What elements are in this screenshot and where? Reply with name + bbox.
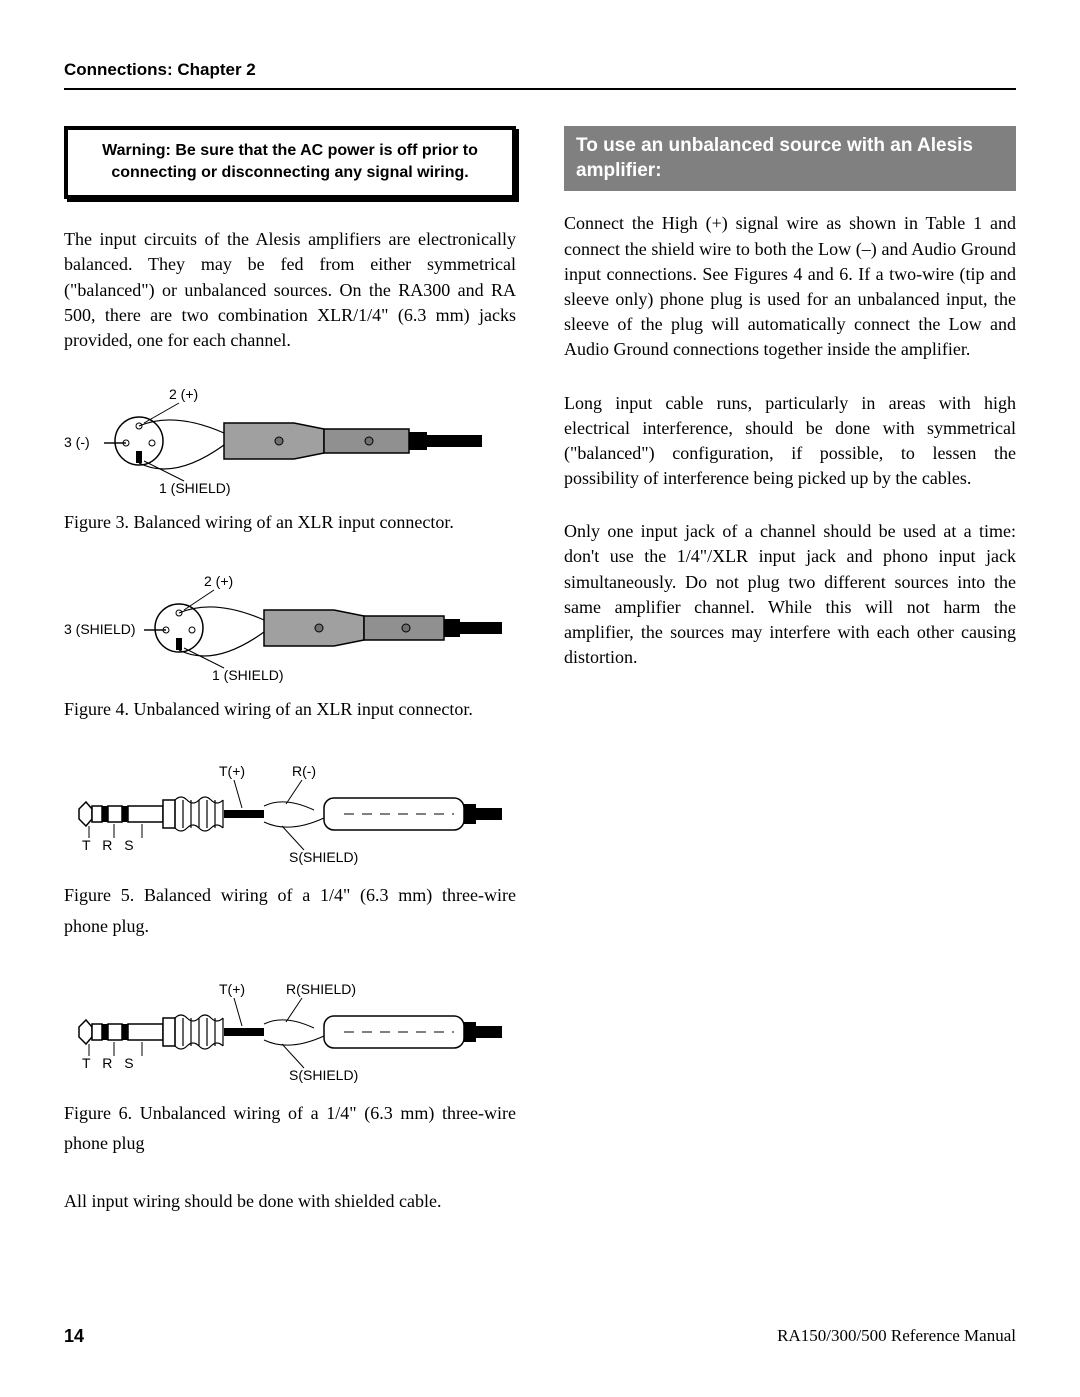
fig3-pin1-label: 1 (SHIELD) [159,480,231,496]
right-p3: Only one input jack of a channel should … [564,519,1016,670]
xlr-unbalanced-diagram: 2 (+) 3 (SHIELD) 1 (SHIELD) [64,568,504,688]
figure-3-caption: Figure 3. Balanced wiring of an XLR inpu… [64,507,516,538]
fig6-trs-label: T R S [82,1055,138,1071]
left-column: Warning: Be sure that the AC power is of… [64,126,516,1242]
figure-6: T(+) R(SHIELD) S(SHIELD) T R S Figure 6.… [64,972,516,1159]
figure-3: 2 (+) 3 (-) 1 (SHIELD) Figure 3. Balance… [64,381,516,538]
page-header: Connections: Chapter 2 [64,60,1016,90]
trs-balanced-diagram: T(+) R(-) S(SHIELD) T R S [64,754,504,874]
page-footer: 14 RA150/300/500 Reference Manual [64,1326,1016,1347]
two-column-layout: Warning: Be sure that the AC power is of… [64,126,1016,1242]
fig5-trs-label: T R S [82,837,138,853]
page-number: 14 [64,1326,84,1347]
figure-5: T(+) R(-) S(SHIELD) T R S Figure 5. Bala… [64,754,516,941]
fig4-pin2-label: 2 (+) [204,573,233,589]
figure-4: 2 (+) 3 (SHIELD) 1 (SHIELD) Figure 4. Un… [64,568,516,725]
fig5-t-label: T(+) [219,763,245,779]
xlr-balanced-diagram: 2 (+) 3 (-) 1 (SHIELD) [64,381,504,501]
section-heading: To use an unbalanced source with an Ales… [564,126,1016,191]
figure-4-caption: Figure 4. Unbalanced wiring of an XLR in… [64,694,516,725]
figure-5-caption: Figure 5. Balanced wiring of a 1/4" (6.3… [64,880,516,941]
fig5-r-label: R(-) [292,763,316,779]
fig6-r-label: R(SHIELD) [286,981,356,997]
closing-paragraph: All input wiring should be done with shi… [64,1189,516,1214]
fig5-s-label: S(SHIELD) [289,849,358,865]
trs-unbalanced-diagram: T(+) R(SHIELD) S(SHIELD) T R S [64,972,504,1092]
fig3-pin3-label: 3 (-) [64,434,90,450]
right-p2: Long input cable runs, particularly in a… [564,391,1016,492]
figure-6-caption: Figure 6. Unbalanced wiring of a 1/4" (6… [64,1098,516,1159]
fig4-pin3-label: 3 (SHIELD) [64,621,136,637]
right-p1: Connect the High (+) signal wire as show… [564,211,1016,362]
fig6-s-label: S(SHIELD) [289,1067,358,1083]
warning-box: Warning: Be sure that the AC power is of… [64,126,516,199]
fig6-t-label: T(+) [219,981,245,997]
fig3-pin2-label: 2 (+) [169,386,198,402]
right-column: To use an unbalanced source with an Ales… [564,126,1016,1242]
fig4-pin1-label: 1 (SHIELD) [212,667,284,683]
intro-paragraph: The input circuits of the Alesis amplifi… [64,227,516,353]
footer-title: RA150/300/500 Reference Manual [777,1326,1016,1347]
